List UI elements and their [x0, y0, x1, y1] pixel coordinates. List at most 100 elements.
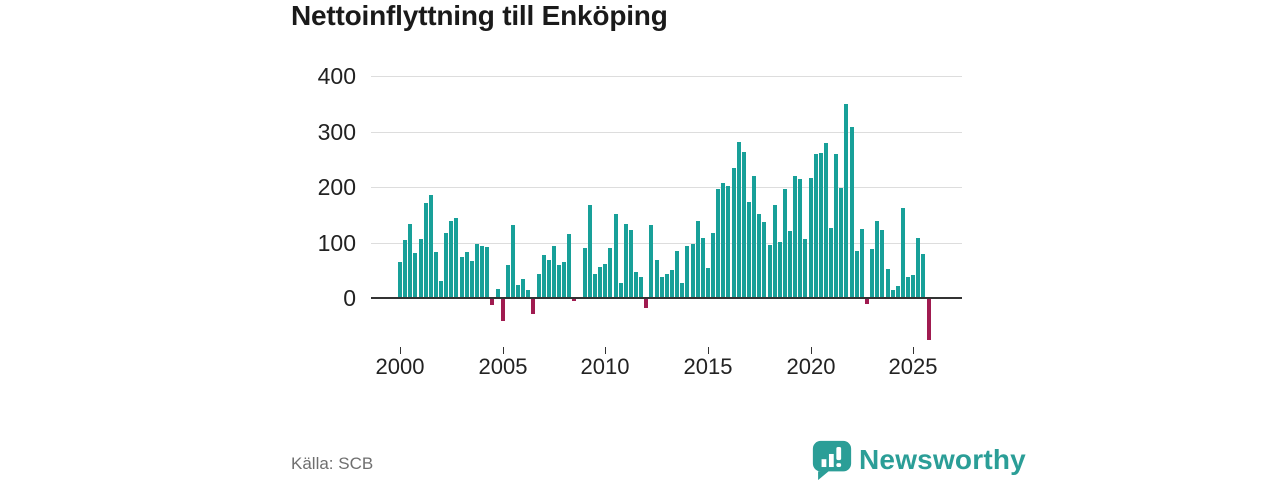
bar [891, 290, 895, 298]
bar [408, 224, 412, 298]
bar [870, 249, 874, 298]
bar [465, 252, 469, 298]
bar [511, 225, 515, 298]
bar [413, 253, 417, 298]
x-tick-label: 2025 [888, 354, 938, 379]
bar [521, 279, 525, 298]
bar [901, 208, 905, 298]
bar [480, 246, 484, 298]
bar [552, 246, 556, 298]
x-tick [503, 347, 504, 354]
bar [444, 233, 448, 298]
bar [803, 239, 807, 298]
bar [685, 246, 689, 298]
bar [778, 242, 782, 298]
chart-title: Nettoinflyttning till Enköping [291, 0, 668, 31]
bar [629, 230, 633, 298]
bar [639, 277, 643, 298]
bar [906, 277, 910, 298]
x-tick [811, 347, 812, 354]
bar [824, 143, 828, 298]
bar [537, 274, 541, 298]
bar [691, 244, 695, 298]
bar [562, 262, 566, 298]
bar [542, 255, 546, 298]
x-tick [708, 347, 709, 354]
bar [896, 286, 900, 298]
newsworthy-logo-icon [812, 440, 852, 480]
bar [696, 221, 700, 298]
bar [475, 244, 479, 298]
bar [783, 189, 787, 298]
bar [608, 248, 612, 298]
y-tick-label: 0 [343, 285, 356, 311]
bar [485, 247, 489, 298]
bar [501, 298, 505, 321]
bar [496, 289, 500, 298]
bar [603, 264, 607, 298]
bar [880, 230, 884, 298]
bar [460, 257, 464, 298]
bar [670, 270, 674, 298]
bar [737, 142, 741, 298]
bar [598, 267, 602, 298]
bar [757, 214, 761, 298]
bar [490, 298, 494, 305]
bar [675, 251, 679, 298]
bar [398, 262, 402, 298]
bar [454, 218, 458, 298]
gridline [371, 242, 962, 244]
bar [798, 179, 802, 298]
bar [547, 260, 551, 298]
bar [644, 298, 648, 308]
gridline [371, 187, 962, 188]
bar [449, 221, 453, 298]
bar [809, 178, 813, 298]
bar [711, 233, 715, 298]
bar [619, 283, 623, 298]
bar [614, 214, 618, 298]
y-tick-label: 200 [317, 174, 356, 200]
y-tick-label: 300 [317, 118, 356, 145]
bar [434, 252, 438, 298]
bar [911, 275, 915, 298]
bar [742, 152, 746, 298]
bar [593, 274, 597, 298]
bar [886, 269, 890, 298]
bar [850, 127, 854, 298]
bar [732, 168, 736, 298]
gridline [371, 131, 962, 133]
bar [439, 281, 443, 298]
zero-axis-line [371, 297, 962, 299]
bar [680, 283, 684, 298]
bar [721, 183, 725, 298]
bar [567, 234, 571, 298]
bar [403, 240, 407, 298]
bar [768, 245, 772, 298]
bar [660, 277, 664, 298]
bar [419, 239, 423, 298]
bar-chart: 0 100 200 300 400 2000 2005 2010 2015 2020 2025 [317, 65, 962, 379]
x-tick-label: 2000 [375, 354, 425, 379]
bar [747, 202, 751, 298]
bar [844, 104, 848, 298]
x-tick [605, 347, 606, 354]
x-tick-label: 2020 [786, 354, 836, 379]
bar [557, 265, 561, 298]
bar [860, 229, 864, 298]
bar [916, 238, 920, 298]
bar [649, 225, 653, 298]
bar [588, 205, 592, 298]
bar [865, 298, 869, 304]
bar [875, 221, 879, 298]
x-tick-label: 2015 [683, 354, 733, 379]
bar [921, 254, 925, 298]
bar [506, 265, 510, 298]
bar [839, 188, 843, 298]
x-tick-label: 2005 [478, 354, 528, 379]
bar [726, 186, 730, 298]
bar [706, 268, 710, 298]
bar [716, 189, 720, 298]
bar [470, 261, 474, 298]
